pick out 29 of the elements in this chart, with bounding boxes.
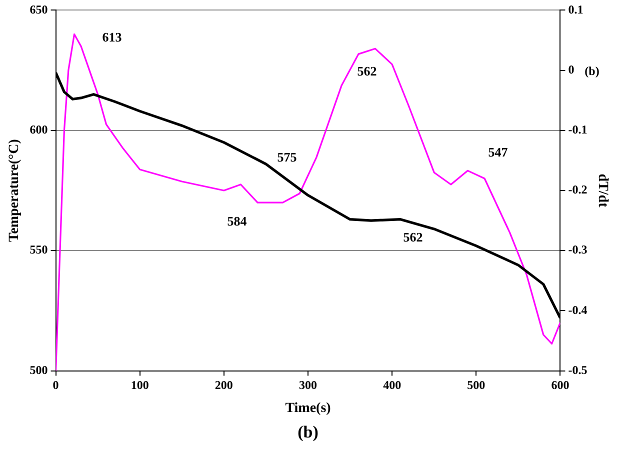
annotation: 575	[277, 149, 298, 164]
x-axis-title: Time(s)	[285, 401, 332, 416]
x-tick-label: 300	[299, 378, 317, 392]
y-axis-title: Temperature(°C)	[7, 138, 22, 242]
annotation: 562	[403, 229, 423, 244]
y-tick-label: 600	[30, 122, 48, 136]
y-tick-label: 650	[30, 2, 48, 16]
x-tick-label: 0	[52, 378, 59, 392]
x-tick-label: 600	[551, 378, 570, 392]
annotation: 562	[357, 63, 377, 78]
y-tick-label: 500	[30, 362, 48, 377]
annotation: 547	[488, 144, 508, 160]
annotation: 613	[102, 29, 122, 44]
y2-tick-label: -0.4	[568, 302, 588, 317]
text: (b)	[584, 64, 600, 78]
y2-tick-label: -0.5	[568, 362, 588, 377]
y-tick-label: 550	[30, 242, 48, 257]
x-tick-label: 200	[214, 378, 233, 392]
y2-axis-title: dT/dt	[594, 174, 610, 208]
text: (b)	[298, 422, 318, 442]
y2-tick-label: -0.1	[568, 122, 588, 136]
y2-tick-label: 0	[568, 62, 574, 76]
x-tick-label: 100	[130, 378, 149, 392]
x-tick-label: 400	[383, 378, 402, 392]
y2-tick-label: 0.1	[568, 2, 584, 16]
x-tick-label: 500	[467, 378, 486, 392]
y2-tick-label: -0.2	[568, 182, 588, 197]
annotation: 584	[227, 213, 248, 228]
y2-tick-label: -0.3	[568, 242, 588, 257]
